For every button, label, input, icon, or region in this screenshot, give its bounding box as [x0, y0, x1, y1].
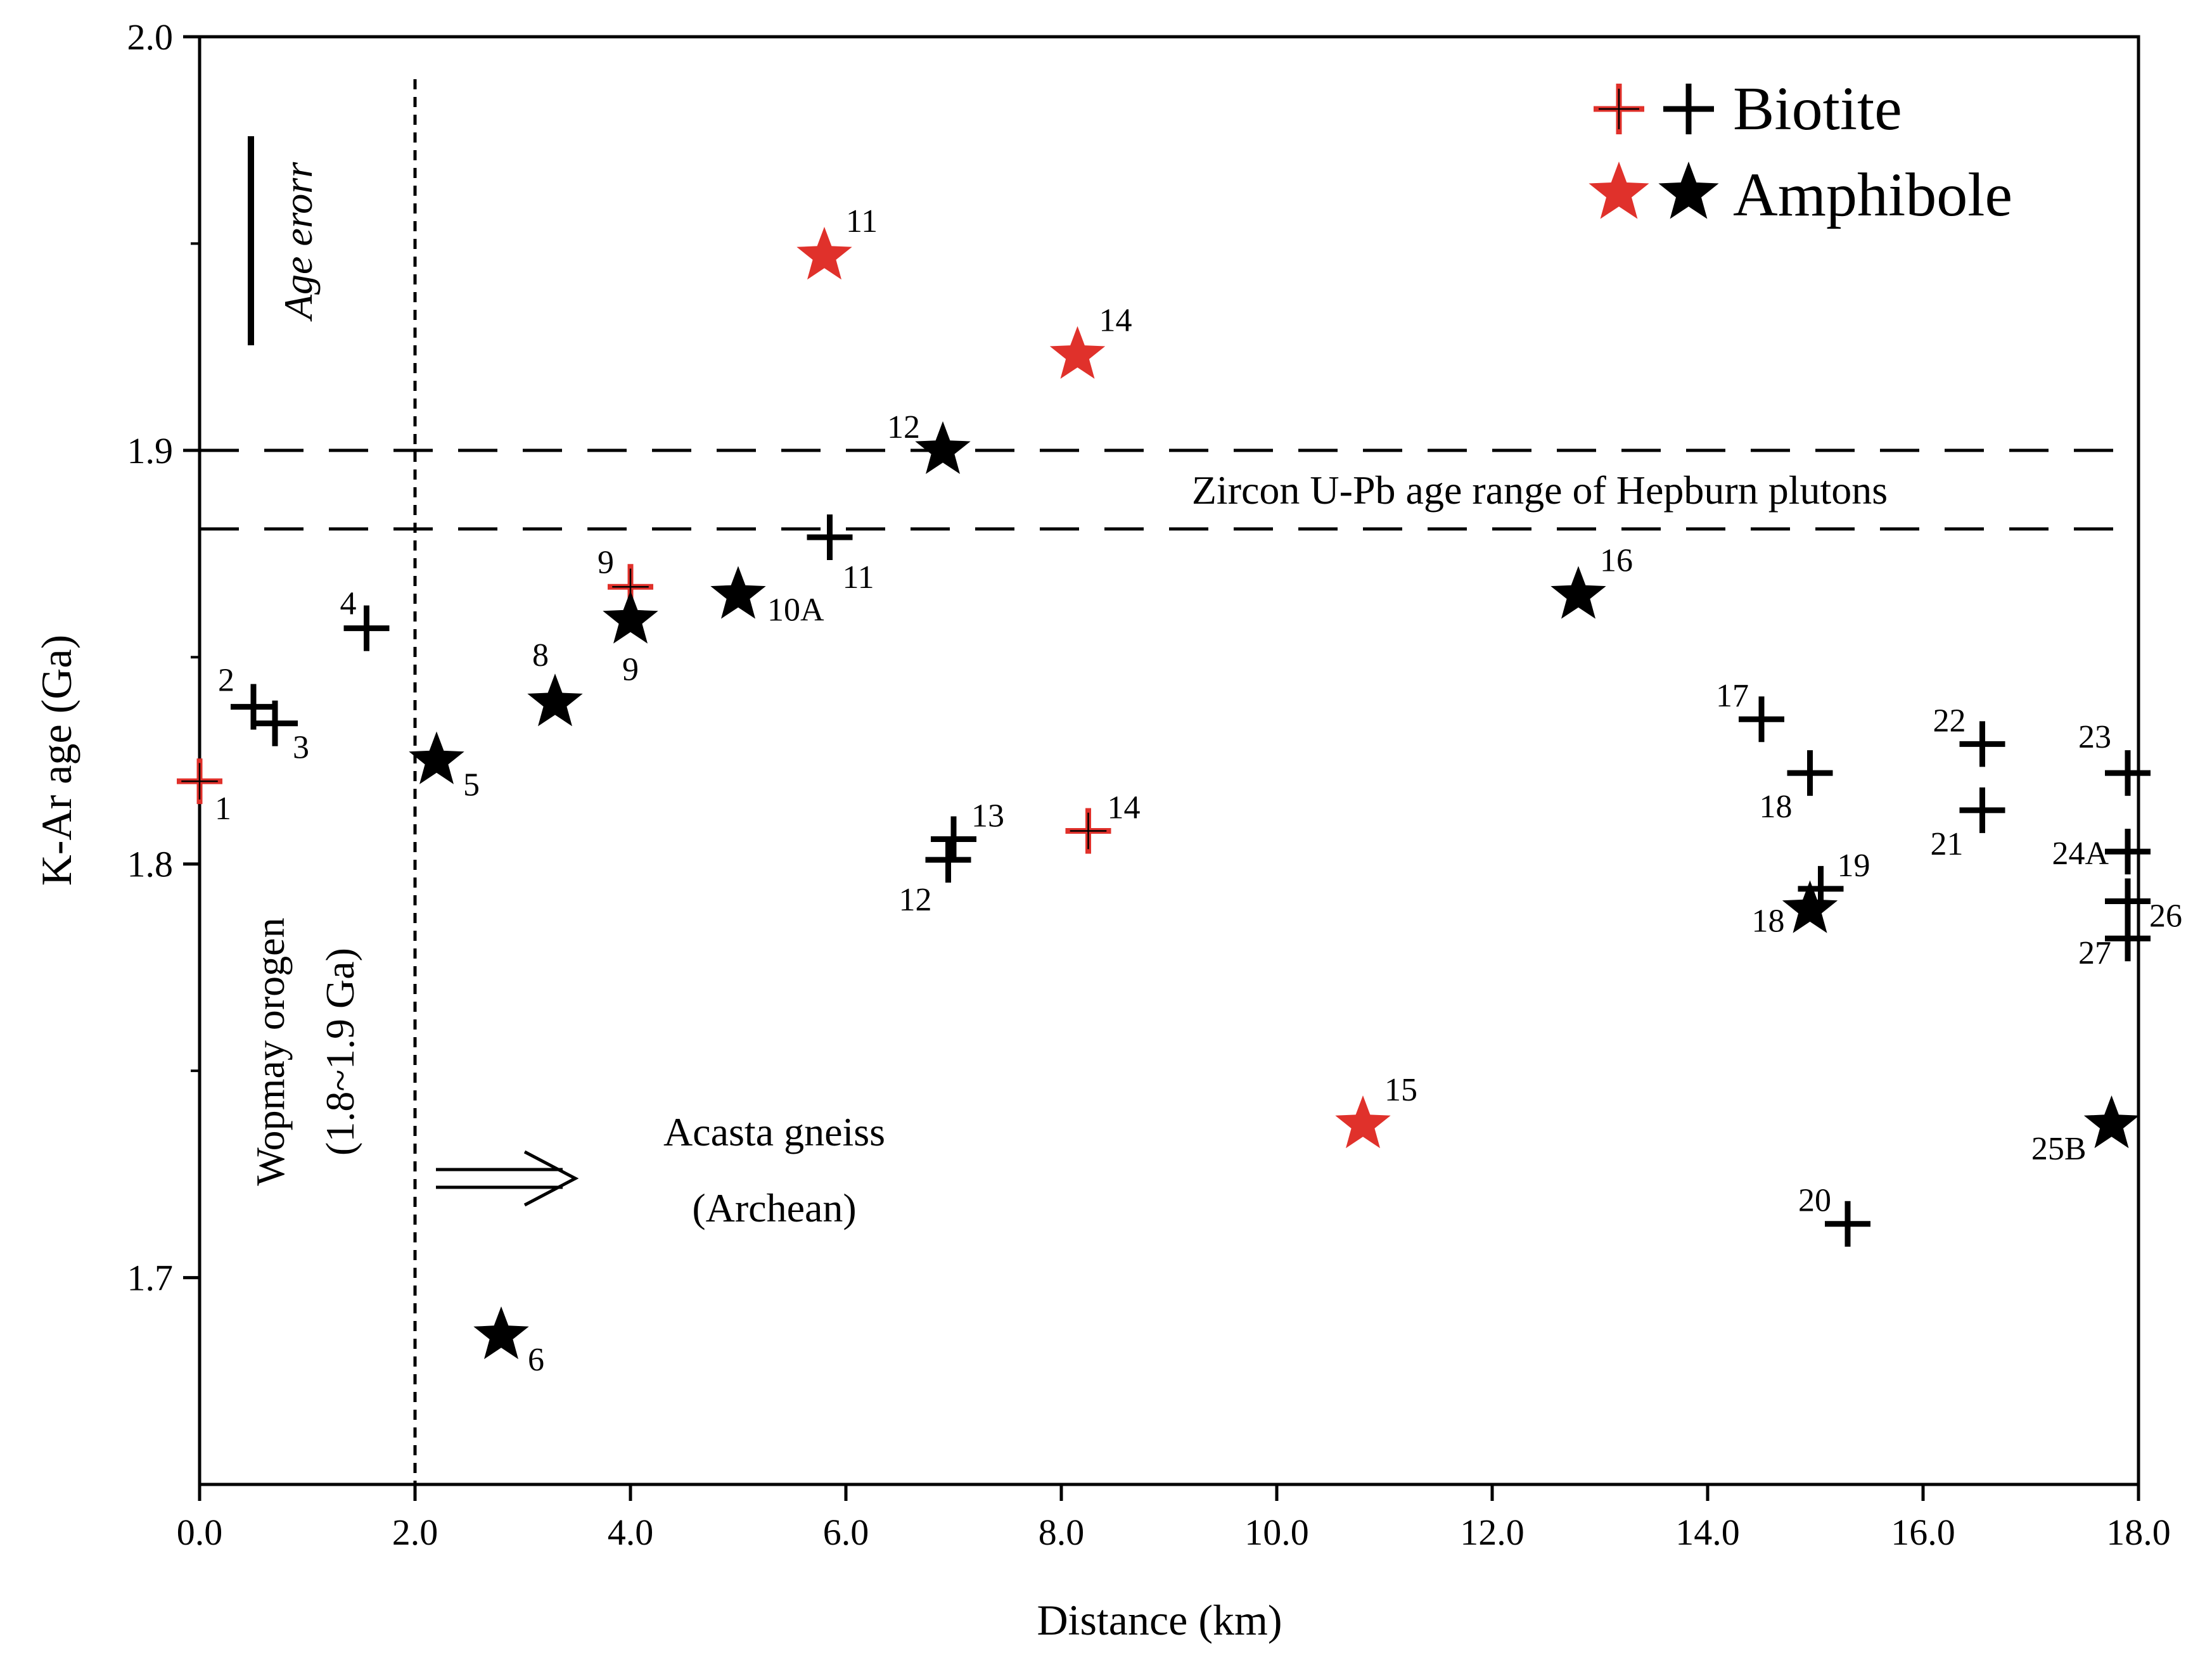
biotite-point-1 [177, 758, 222, 805]
biotite-point-4 [343, 605, 390, 651]
x-tick-label: 12.0 [1460, 1512, 1525, 1553]
wopmay-label-2: (1.8~1.9 Ga) [317, 948, 362, 1156]
x-tick-label: 2.0 [392, 1512, 438, 1553]
biotite-point-3 [252, 700, 298, 746]
biotite-label-2: 2 [218, 663, 234, 699]
acasta-label-1: Acasta gneiss [663, 1109, 885, 1154]
amphibole-label-5: 5 [463, 767, 480, 803]
y-tick-label: 1.9 [127, 430, 174, 471]
amphibole-label-11: 11 [846, 203, 878, 239]
legend-star-red [1589, 162, 1649, 219]
amphibole-label-25B: 25B [2031, 1131, 2087, 1167]
x-tick-label: 6.0 [823, 1512, 869, 1553]
x-tick-label: 8.0 [1039, 1512, 1085, 1553]
x-tick-label: 14.0 [1675, 1512, 1740, 1553]
biotite-point-22 [1959, 721, 2005, 767]
amphibole-point-8 [527, 673, 583, 727]
legend: Biotite Amphibole [1589, 75, 2012, 229]
amphibole-label-16: 16 [1600, 542, 1633, 578]
amphibole-label-12: 12 [887, 409, 920, 445]
biotite-label-18: 18 [1760, 789, 1793, 825]
biotite-point-24A [2105, 829, 2151, 875]
biotite-label-19: 19 [1838, 848, 1870, 884]
biotite-label-4: 4 [340, 586, 357, 622]
x-tick-label: 0.0 [177, 1512, 223, 1553]
amphibole-point-5 [409, 731, 464, 784]
y-tick-label: 1.8 [127, 844, 174, 885]
legend-biotite-red-marker [1594, 84, 1644, 134]
biotite-point-13 [931, 816, 976, 862]
amphibole-label-8: 8 [532, 637, 549, 673]
amphibole-point-10A [710, 566, 766, 619]
legend-biotite-label: Biotite [1733, 75, 1902, 143]
biotite-point-11 [807, 514, 853, 560]
biotite-label-20: 20 [1798, 1183, 1831, 1219]
biotite-label-14: 14 [1108, 789, 1141, 826]
biotite-label-21: 21 [1931, 826, 1964, 862]
plot-frame [198, 35, 2140, 1486]
reference-lines [200, 79, 2138, 1484]
legend-plus-black [1663, 84, 1714, 134]
biotite-label-11: 11 [843, 559, 874, 596]
amphibole-point-16 [1550, 566, 1606, 619]
biotite-label-1: 1 [215, 791, 231, 827]
wopmay-label-1: Wopmay orogen [248, 917, 293, 1185]
biotite-label-13: 13 [971, 798, 1004, 834]
zircon-range-label: Zircon U-Pb age range of Hepburn plutons [1192, 468, 1888, 513]
biotite-point-23 [2105, 750, 2151, 796]
y-tick-label: 2.0 [127, 16, 174, 58]
x-tick-label: 16.0 [1891, 1512, 1955, 1553]
biotite-label-3: 3 [293, 730, 309, 766]
biotite-point-27 [2105, 915, 2151, 962]
amphibole-point-18 [1782, 880, 1838, 933]
amphibole-point-9 [603, 590, 658, 644]
biotite-label-22: 22 [1933, 703, 1966, 739]
legend-star-black [1658, 162, 1719, 219]
amphibole-point-11 [796, 227, 852, 280]
amphibole-label-10A: 10A [767, 592, 824, 628]
biotite-point-18 [1787, 750, 1833, 796]
biotite-point-14 [1065, 808, 1111, 854]
amphibole-point-6 [473, 1306, 529, 1360]
acasta-label-2: (Archean) [692, 1185, 856, 1230]
x-tick-label: 18.0 [2106, 1512, 2171, 1553]
amphibole-point-15 [1335, 1095, 1391, 1149]
amphibole-label-15: 15 [1384, 1072, 1417, 1108]
biotite-label-23: 23 [2078, 719, 2111, 755]
acasta-arrow [436, 1150, 579, 1207]
amphibole-label-18: 18 [1752, 903, 1785, 940]
legend-biotite-black-marker [1663, 84, 1714, 134]
x-axis-title: Distance (km) [1037, 1596, 1282, 1644]
age-error-label: Age erorr [276, 162, 321, 322]
legend-amphibole-red-marker [1589, 162, 1649, 219]
biotite-label-9: 9 [598, 544, 614, 580]
y-axis-title: K-Ar age (Ga) [32, 635, 80, 886]
amphibole-label-6: 6 [528, 1342, 544, 1378]
biotite-point-17 [1739, 696, 1784, 743]
biotite-point-20 [1825, 1201, 1870, 1247]
biotite-point-12 [925, 837, 971, 883]
biotite-label-17: 17 [1716, 678, 1749, 714]
amphibole-point-14 [1049, 326, 1106, 379]
legend-amphibole-black-marker [1658, 162, 1719, 219]
biotite-label-24A: 24A [2052, 836, 2109, 872]
biotite-point-21 [1959, 787, 2005, 833]
biotite-label-12: 12 [899, 882, 932, 918]
axes: 0.0 2.0 4.0 6.0 8.0 10.0 12.0 14.0 16.0 18.01.71.… [127, 16, 2171, 1553]
amphibole-label-9: 9 [622, 652, 639, 688]
y-tick-label: 1.7 [127, 1258, 174, 1299]
amphibole-point-12 [915, 421, 971, 475]
biotite-label-27: 27 [2078, 935, 2111, 971]
x-tick-label: 10.0 [1244, 1512, 1309, 1553]
amphibole-label-14: 14 [1099, 303, 1132, 339]
legend-amphibole-label: Amphibole [1733, 161, 2012, 229]
x-tick-label: 4.0 [608, 1512, 654, 1553]
amphibole-point-25B [2083, 1095, 2140, 1149]
biotite-label-26: 26 [2149, 898, 2182, 934]
legend-plus-red [1594, 84, 1644, 134]
